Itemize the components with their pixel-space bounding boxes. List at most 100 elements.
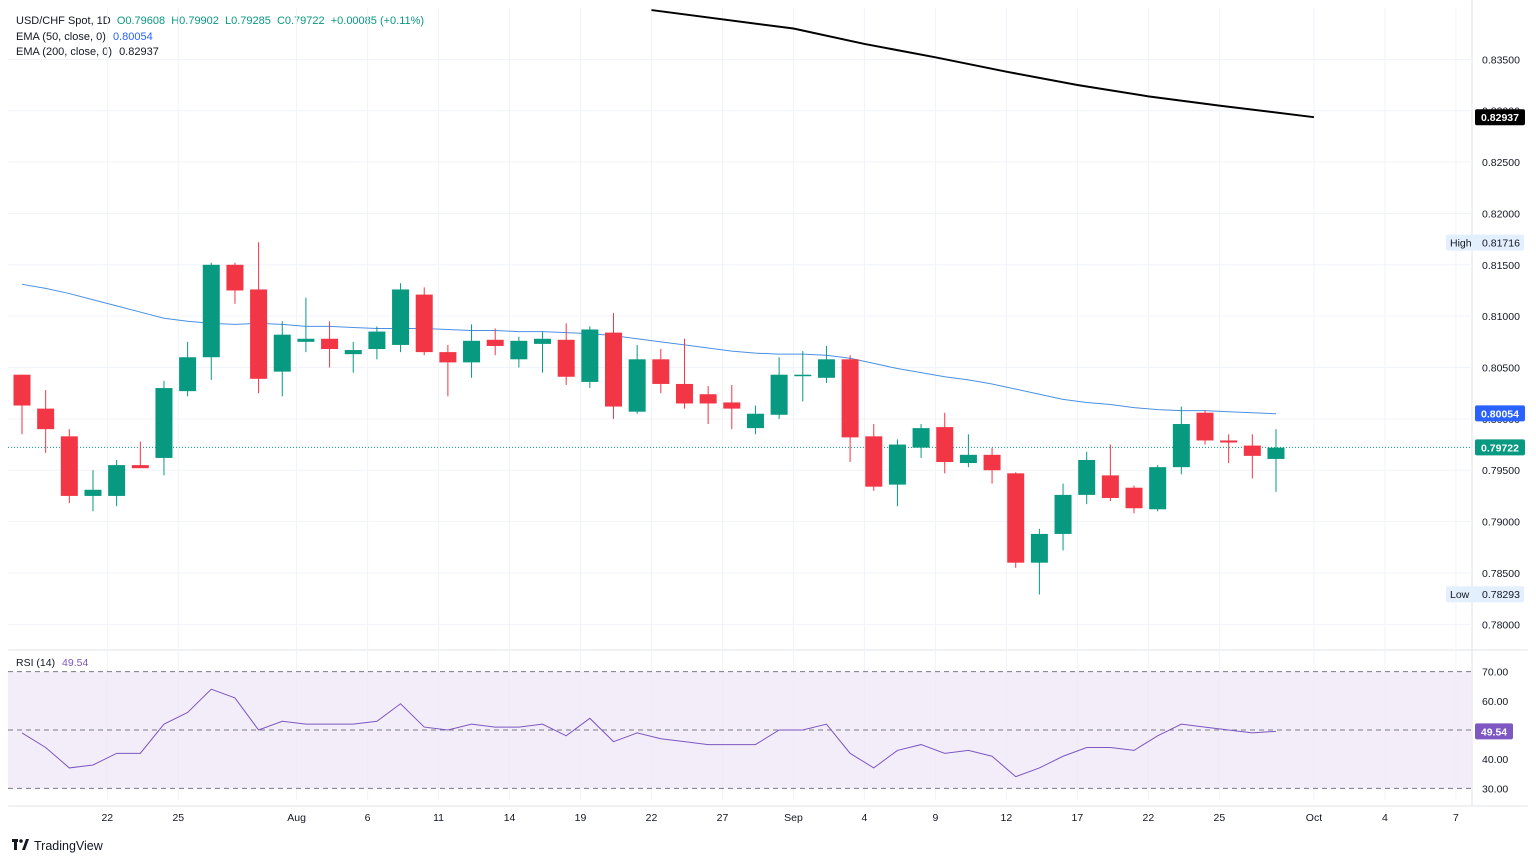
candle [37, 390, 55, 453]
candle [463, 324, 481, 378]
candle-body [486, 339, 504, 346]
candle [1125, 485, 1143, 514]
candle-body [13, 374, 31, 406]
high-value: H0.79902 [171, 15, 219, 27]
ema50-value: 0.80054 [112, 30, 153, 43]
ema200-line [651, 9, 1315, 119]
time-tick-label: 6 [365, 812, 371, 824]
price-tick-label: 0.80500 [1482, 363, 1520, 375]
time-tick-label: 11 [433, 812, 444, 824]
candle-body [1172, 424, 1190, 468]
candle [250, 242, 268, 394]
candle-body [1149, 467, 1167, 510]
candle-body [652, 359, 670, 384]
candle-body [817, 359, 835, 378]
price-tick-label: 0.82500 [1482, 157, 1520, 169]
candle [723, 384, 741, 430]
time-tick-label: 14 [504, 812, 516, 824]
candle-body [179, 357, 197, 392]
ema50-line [21, 283, 1277, 415]
symbol-label[interactable]: USD/CHF Spot, 1D [16, 15, 111, 27]
candle-body [60, 436, 78, 496]
rsi-label[interactable]: RSI (14) [16, 657, 56, 669]
ema200-label[interactable]: EMA (200, close, 0) [16, 46, 112, 58]
candle-body [392, 289, 410, 345]
candle-body [912, 428, 930, 448]
candle [510, 336, 528, 368]
candle-body [723, 402, 741, 409]
time-tick-label: Aug [287, 812, 306, 824]
candle [108, 459, 126, 507]
change-value: +0.00085 (+0.11%) [330, 15, 425, 27]
candle [155, 380, 173, 476]
candle-body [250, 289, 268, 379]
candle [1220, 434, 1238, 464]
symbol-row: USD/CHF Spot, 1D O0.79608 H0.79902 L0.79… [16, 14, 424, 30]
time-tick-label: 22 [646, 812, 658, 824]
candle [13, 374, 31, 435]
tradingview-brand-name: TradingView [34, 838, 103, 853]
candle [605, 313, 622, 419]
candle-body [131, 465, 149, 469]
candle [1007, 472, 1025, 568]
candle [699, 386, 717, 425]
candle-body [463, 340, 481, 363]
candle [486, 328, 504, 356]
candle [226, 262, 244, 304]
close-value: C0.79722 [276, 15, 325, 27]
candle-body [368, 331, 386, 350]
time-tick-label: 4 [1382, 812, 1388, 824]
candle-body [794, 374, 812, 377]
candle [60, 429, 78, 504]
price-scale-tag-label: 0.79722 [1481, 442, 1519, 454]
candle-body [746, 413, 764, 429]
candle-body [605, 332, 622, 407]
candle [297, 297, 315, 353]
candle [794, 351, 812, 402]
candle-body [297, 338, 315, 342]
candle [936, 412, 954, 474]
candle [1172, 406, 1190, 475]
candle [746, 405, 764, 435]
rsi-value-tag [1475, 723, 1513, 740]
price-scale-tag [1475, 439, 1525, 456]
rsi-legend: RSI (14) 49.54 [16, 657, 88, 669]
time-tick-label: 9 [932, 812, 938, 824]
candle-body [959, 454, 977, 464]
candle-body [581, 329, 599, 382]
time-tick-label: 17 [1072, 812, 1084, 824]
time-tick-label: 22 [101, 812, 113, 824]
rsi-tick-label: 60.00 [1482, 696, 1508, 708]
ema50-label[interactable]: EMA (50, close, 0) [16, 30, 106, 43]
time-tick-label: 19 [575, 812, 587, 824]
candle [1101, 444, 1119, 502]
price-tick-label: 0.79500 [1482, 465, 1520, 477]
candle-body [1125, 487, 1143, 509]
candle-body [841, 359, 859, 438]
tradingview-logo-icon [12, 838, 30, 853]
candle [912, 424, 930, 458]
price-scale-tag [1475, 109, 1525, 126]
tradingview-branding[interactable]: TradingView [12, 838, 103, 853]
candle-body [1078, 459, 1096, 495]
rsi-tick-label: 30.00 [1482, 783, 1508, 795]
low-marker-label: Low [1450, 589, 1470, 601]
candle-body [510, 340, 528, 360]
rsi-line [21, 688, 1277, 778]
high-marker-label: High [1450, 238, 1472, 250]
ema200-value: 0.82937 [119, 46, 159, 58]
candle [368, 326, 386, 360]
candle [415, 287, 433, 356]
candle-body [1196, 412, 1214, 441]
price-tick-label: 0.82000 [1482, 208, 1520, 220]
candle-body [557, 339, 575, 377]
time-tick-label: 7 [1453, 812, 1459, 824]
price-tick-label: 0.78500 [1482, 568, 1520, 580]
candle [344, 341, 362, 373]
rsi-tick-label: 70.00 [1482, 667, 1508, 679]
candle-body [936, 427, 954, 463]
candle-body [273, 334, 291, 372]
candle [652, 349, 670, 394]
price-scale-tag-label: 0.82937 [1481, 112, 1519, 124]
